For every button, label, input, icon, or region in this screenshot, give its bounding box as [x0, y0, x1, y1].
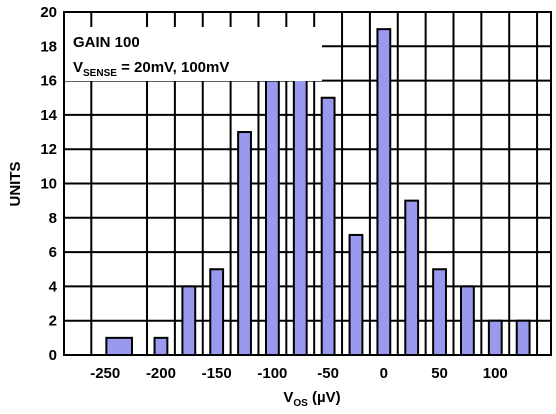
x-tick-label-7: 100: [483, 365, 508, 382]
annotation-background: [64, 27, 322, 81]
y-tick-label-7: 14: [40, 107, 57, 124]
x-axis-ticks: -250 -200 -150 -100 -50 0 50 100: [90, 365, 508, 382]
x-axis-title: VOS (µV): [283, 389, 340, 409]
bar-1: [153, 336, 169, 357]
bar-series: [105, 28, 531, 357]
plot-frame: [63, 11, 552, 356]
y-tick-label-2: 4: [49, 278, 58, 295]
y-tick-label-6: 12: [40, 141, 57, 158]
bar-3: [209, 268, 225, 356]
y-tick-label-1: 2: [49, 313, 57, 330]
y-tick-label-10: 20: [40, 4, 57, 21]
x-tick-label-0: -250: [90, 365, 120, 382]
x-tick-label-4: -50: [317, 365, 339, 382]
x-tick-label-2: -150: [202, 365, 232, 382]
bar-12: [460, 285, 475, 356]
bar-8: [348, 233, 364, 356]
annotation-gain: GAIN 100: [73, 34, 140, 51]
bar-10: [404, 199, 420, 356]
bar-7: [320, 96, 336, 356]
y-tick-label-3: 6: [49, 244, 57, 261]
bar-5: [264, 79, 280, 356]
x-tick-label-6: 50: [431, 365, 448, 382]
y-tick-label-8: 16: [40, 73, 57, 90]
x-tick-label-5: 0: [380, 365, 388, 382]
y-axis-ticks: 0 2 4 6 8 10 12 14 16 18 20: [40, 4, 57, 364]
y-tick-label-5: 10: [40, 176, 57, 193]
bar-6: [292, 62, 308, 356]
y-tick-label-0: 0: [49, 347, 57, 364]
annotation-vsense: VSENSE = 20mV, 100mV: [73, 59, 229, 79]
y-tick-label-4: 8: [49, 210, 57, 227]
bar-9: [376, 28, 392, 357]
x-tick-label-3: -100: [257, 365, 287, 382]
x-tick-label-1: -200: [146, 365, 176, 382]
y-axis-title: UNITS: [7, 162, 24, 207]
bar-2: [181, 285, 197, 356]
y-tick-label-9: 18: [40, 38, 57, 55]
bar-4: [237, 131, 252, 356]
bar-13: [487, 319, 503, 357]
bar-14: [515, 319, 531, 357]
bar-0: [105, 336, 133, 357]
bar-11: [432, 268, 447, 356]
